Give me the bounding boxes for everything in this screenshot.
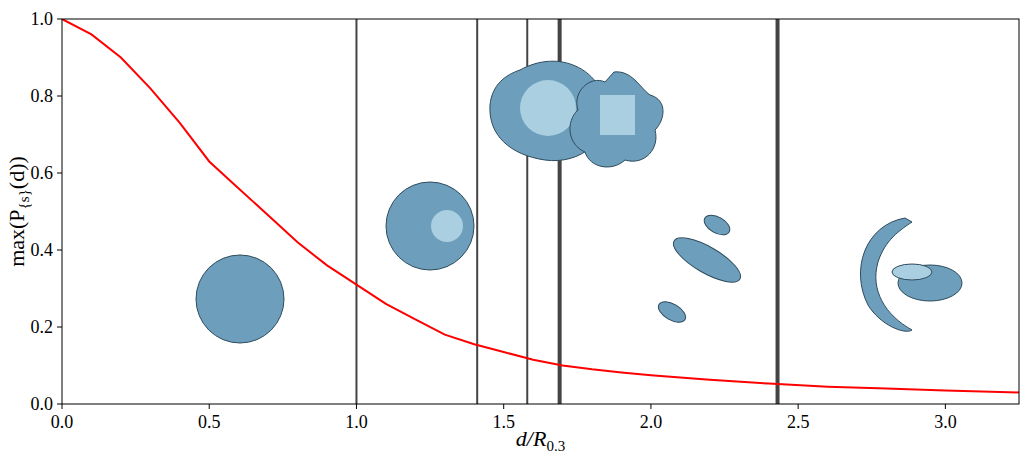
- y-tick-label: 1.0: [31, 9, 54, 29]
- curve: [62, 19, 1019, 392]
- x-axis-title-sub: 0.3: [546, 438, 565, 453]
- x-axis-title: d/R0.3: [516, 426, 565, 453]
- y-axis-title: max(P{s}(d)): [4, 156, 32, 267]
- vertical-line: [355, 19, 357, 404]
- series: [62, 19, 1019, 392]
- x-tick-label: 0.0: [51, 412, 74, 432]
- x-tick-label: 1.0: [345, 412, 368, 432]
- y-tick-label: 0.8: [31, 86, 54, 106]
- inset-shape: [600, 95, 635, 135]
- y-tick-label: 0.2: [31, 317, 54, 337]
- x-tick-label: 3.0: [934, 412, 957, 432]
- inset-shape: [655, 298, 689, 327]
- inset-shape: [431, 210, 463, 242]
- y-tick: [57, 327, 62, 328]
- inset-shape: [520, 80, 576, 136]
- x-axis-title-main: d/R: [516, 426, 547, 451]
- vertical-lines: [356, 19, 777, 404]
- chart: 0.0 0.5 1.0 1.5 2.0 2.5 3.0 0.0 0.2 0.4 0.6 0.8 1.0 d…: [0, 0, 1025, 453]
- inset-shape: [668, 230, 747, 291]
- x-tick: [650, 404, 651, 409]
- inset-shape: [570, 72, 663, 167]
- vertical-line: [776, 19, 780, 404]
- insets: [196, 61, 962, 343]
- y-axis-title-end: (d)): [4, 156, 29, 189]
- y-axis-title-sub: {s}: [16, 189, 32, 209]
- inset-shape: [701, 211, 733, 239]
- y-tick-label: 0.4: [31, 240, 54, 260]
- plot-frame: [62, 19, 1019, 404]
- y-tick: [57, 173, 62, 174]
- inset-shape: [892, 264, 932, 280]
- x-tick: [209, 404, 210, 409]
- y-tick: [57, 96, 62, 97]
- x-tick: [503, 404, 504, 409]
- x-tick-label: 1.5: [492, 412, 515, 432]
- x-tick: [62, 404, 63, 409]
- inset-shape: [386, 182, 474, 270]
- y-tick: [57, 19, 62, 20]
- axes: 0.0 0.5 1.0 1.5 2.0 2.5 3.0 0.0 0.2 0.4 0.6 0.8 1.0: [31, 9, 957, 432]
- y-tick: [57, 404, 62, 405]
- x-tick: [945, 404, 946, 409]
- inset-shape: [196, 255, 284, 343]
- x-tick: [356, 404, 357, 409]
- chart-root: 0.0 0.5 1.0 1.5 2.0 2.5 3.0 0.0 0.2 0.4 0.6 0.8 1.0 d…: [0, 0, 1025, 453]
- x-tick-label: 2.0: [640, 412, 663, 432]
- y-axis-title-main: max(P: [4, 209, 29, 266]
- y-tick: [57, 250, 62, 251]
- y-tick-label: 0.0: [31, 394, 54, 414]
- x-tick: [798, 404, 799, 409]
- y-tick-label: 0.6: [31, 163, 54, 183]
- x-tick-label: 0.5: [198, 412, 221, 432]
- x-tick-label: 2.5: [787, 412, 810, 432]
